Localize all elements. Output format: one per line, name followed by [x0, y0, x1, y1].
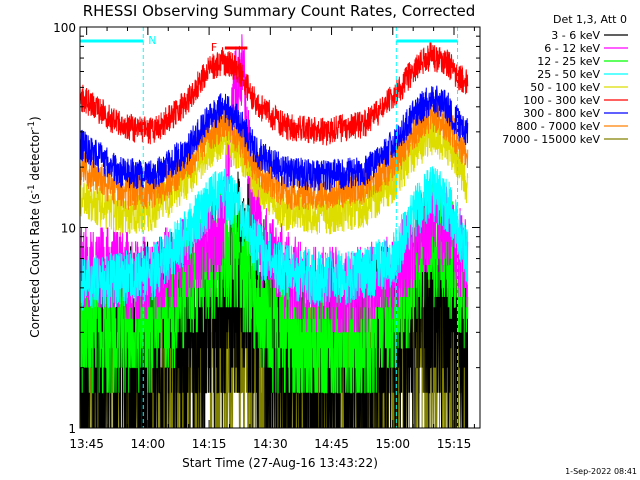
y-tick-label: 1 — [68, 422, 76, 436]
series-line-800-7000-kev — [79, 97, 469, 211]
data-layer — [79, 34, 469, 429]
timestamp: 1-Sep-2022 08:41 — [565, 467, 637, 476]
legend-entry-6-12-kev: 6 - 12 keV — [544, 42, 628, 55]
legend-entry-3-6-kev: 3 - 6 keV — [551, 29, 628, 42]
legend-label: 6 - 12 keV — [544, 42, 600, 55]
x-tick-label: 13:45 — [69, 437, 104, 451]
y-axis-label-sup2: -1 — [27, 121, 37, 130]
legend-title: Det 1,3, Att 0 — [553, 13, 627, 26]
y-axis-label-part2: detector — [28, 130, 42, 185]
legend-entry-7000-15000-kev: 7000 - 15000 keV — [502, 133, 628, 146]
x-tick-label: 14:45 — [314, 437, 349, 451]
legend-entry-300-800-kev: 300 - 800 keV — [523, 107, 628, 120]
x-tick-label: 14:15 — [192, 437, 227, 451]
y-tick-label: 100 — [53, 21, 76, 35]
legend-label: 3 - 6 keV — [551, 29, 600, 42]
legend-entry-12-25-kev: 12 - 25 keV — [537, 55, 628, 68]
legend-label: 50 - 100 keV — [530, 81, 600, 94]
x-tick-label: 14:00 — [131, 437, 166, 451]
legend-entry-800-7000-kev: 800 - 7000 keV — [516, 120, 628, 133]
legend-label: 12 - 25 keV — [537, 55, 600, 68]
chart-title: RHESSI Observing Summary Count Rates, Co… — [83, 2, 476, 20]
legend-entry-100-300-kev: 100 - 300 keV — [523, 94, 628, 107]
y-tick-label: 10 — [61, 222, 76, 236]
y-axis-label-part3: ) — [28, 116, 42, 121]
series-line-100-300-kev — [79, 41, 469, 146]
x-axis-label: Start Time (27-Aug-16 13:43:22) — [182, 456, 378, 470]
y-axis-label-part1: Corrected Count Rate (s — [28, 193, 42, 337]
x-tick-label: 15:15 — [437, 437, 472, 451]
legend-label: 800 - 7000 keV — [516, 120, 600, 133]
legend-label: 7000 - 15000 keV — [502, 133, 600, 146]
series-line-300-800-kev — [79, 85, 469, 192]
legend-label: 25 - 50 keV — [537, 68, 600, 81]
x-tick-label: 15:00 — [375, 437, 410, 451]
legend-entry-50-100-kev: 50 - 100 keV — [530, 81, 628, 94]
series-line-25-50-kev — [79, 166, 469, 311]
night-marker-label: N — [148, 34, 156, 47]
axis-layer: N F 13:45 14:00 14:15 14:30 14:45 15:00 15:15 1 10… — [53, 21, 481, 451]
legend-label: 300 - 800 keV — [523, 107, 600, 120]
x-tick-label: 14:30 — [253, 437, 288, 451]
legend-entry-25-50-kev: 25 - 50 keV — [537, 68, 628, 81]
y-axis-label: Corrected Count Rate (s-1 detector-1) — [27, 116, 42, 337]
legend-label: 100 - 300 keV — [523, 94, 600, 107]
y-axis-label-sup1: -1 — [27, 184, 37, 193]
flare-marker-label: F — [211, 41, 217, 54]
